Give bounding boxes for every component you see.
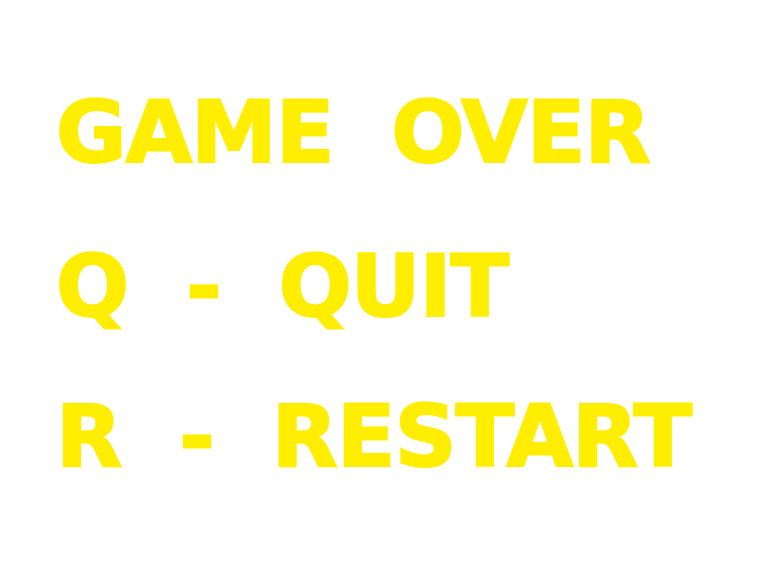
restart-option[interactable]: R - RESTART bbox=[55, 387, 693, 487]
game-over-title: GAME OVER bbox=[55, 83, 652, 183]
quit-option[interactable]: Q - QUIT bbox=[55, 237, 510, 337]
